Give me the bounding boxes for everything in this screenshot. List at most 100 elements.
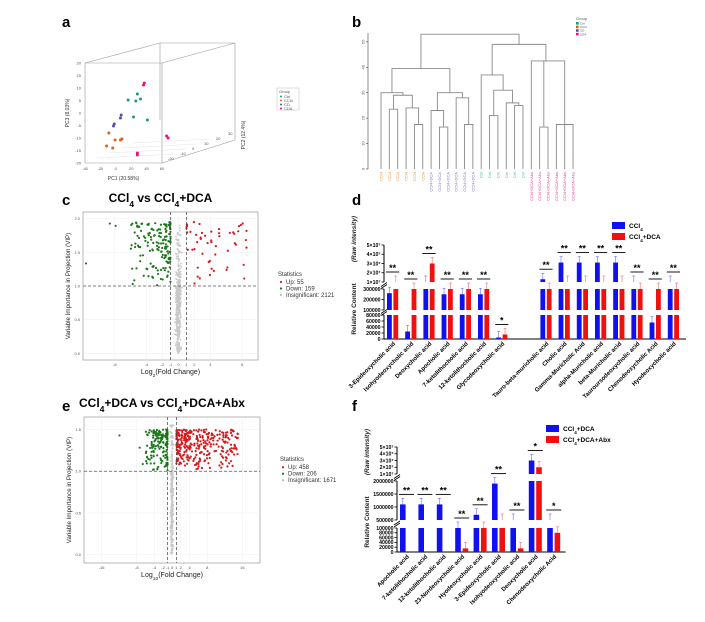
dendro-leaf-label: CCl4 xyxy=(420,171,425,181)
volcano-point-insignificant xyxy=(169,514,172,517)
bar-series1 xyxy=(418,528,424,552)
volcano-x-tick: 16 xyxy=(240,565,245,570)
volcano-point-down xyxy=(139,254,142,257)
volcano-point-up xyxy=(180,441,183,444)
pca-legend-box xyxy=(276,87,300,111)
volcano-legend-label: Down: 159 xyxy=(286,287,315,293)
volcano-point-down xyxy=(149,454,153,457)
volcano-point-down xyxy=(164,456,167,459)
volcano-point-insignificant xyxy=(171,453,173,456)
dendro-leaf-label: CCl4+DCA+Abx xyxy=(554,172,559,201)
volcano-point-down xyxy=(130,223,133,226)
bar-series1 xyxy=(492,528,498,552)
pca-z-label: PC2 (12.4%) xyxy=(241,120,247,149)
volcano-point-insignificant xyxy=(176,243,179,246)
volcano-point-insignificant xyxy=(175,289,178,292)
volcano-point-insignificant xyxy=(178,251,181,254)
volcano-point-up xyxy=(198,433,201,437)
volcano-point-up xyxy=(196,241,199,244)
significance-marker: ** xyxy=(444,270,452,280)
volcano-point-up xyxy=(213,435,216,438)
dendro-y-tick: 20 xyxy=(361,115,366,120)
volcano-point-up xyxy=(217,445,220,448)
bar-series2 xyxy=(601,289,607,310)
volcano-point-up xyxy=(221,462,224,466)
volcano-point-insignificant xyxy=(176,341,179,343)
volcano-y-tick: 1.0 xyxy=(74,284,80,289)
bar-series2 xyxy=(619,315,625,339)
bar-y-tick: 60000 xyxy=(366,319,381,325)
volcano-point-down xyxy=(159,228,162,231)
volcano-point-down xyxy=(154,222,157,225)
volcano-point-insignificant xyxy=(179,302,182,305)
volcano-point-up xyxy=(178,450,181,453)
volcano-point-up xyxy=(212,443,215,446)
bar-series2 xyxy=(393,289,399,310)
volcano-point-up xyxy=(226,436,230,440)
pca-point-ccl4 xyxy=(111,146,115,150)
volcano-point-up xyxy=(185,440,188,443)
volcano-point-insignificant xyxy=(176,255,178,258)
volcano-y-tick: 0.5 xyxy=(75,510,81,515)
volcano-x-tick: -16 xyxy=(99,565,106,570)
volcano-point-insignificant xyxy=(175,296,178,299)
volcano-point-down xyxy=(162,441,165,444)
volcano-title-part: +DCA vs CCl xyxy=(104,396,177,410)
volcano-point-down xyxy=(164,243,167,246)
volcano-point-insignificant xyxy=(177,260,180,263)
volcano-point-down xyxy=(118,434,121,437)
volcano-point-insignificant xyxy=(170,497,173,500)
volcano-point-insignificant xyxy=(179,325,182,328)
pca-y-tick: 20 xyxy=(77,61,82,66)
volcano-point-up xyxy=(208,456,211,460)
volcano-point-down xyxy=(134,245,137,249)
volcano-point-insignificant xyxy=(172,545,174,548)
bar-series1 xyxy=(496,337,501,339)
volcano-x-tick: 2 xyxy=(193,362,196,367)
volcano-point-down xyxy=(169,235,172,238)
volcano-point-up xyxy=(222,456,225,459)
dendro-leaf-label: CCl4 xyxy=(379,171,384,181)
volcano-point-up xyxy=(234,435,237,439)
bar-series2 xyxy=(637,315,643,339)
volcano-point-up xyxy=(228,462,231,465)
volcano-point-insignificant xyxy=(171,538,174,540)
volcano-point-insignificant xyxy=(171,503,174,506)
volcano-point-up xyxy=(205,457,209,460)
volcano-point-insignificant xyxy=(176,305,178,308)
volcano-point-down xyxy=(152,234,156,237)
bar-y-tick: 3×10⁷ xyxy=(367,261,381,267)
volcano-point-up xyxy=(197,460,200,463)
dendro-leaf-label: CCl4+DCA xyxy=(470,172,475,192)
volcano-point-insignificant xyxy=(177,264,180,267)
pca-x-label: PC1 (20.58%) xyxy=(108,176,140,182)
significance-marker: ** xyxy=(633,263,641,273)
significance-marker: ** xyxy=(477,496,485,506)
volcano-point-down xyxy=(161,246,164,250)
volcano-x-label-part: Log xyxy=(141,572,153,579)
volcano-point-up xyxy=(214,449,218,453)
volcano-point-insignificant xyxy=(175,277,178,280)
volcano-point-up xyxy=(219,453,222,456)
volcano-point-up xyxy=(187,431,190,434)
dendro-leaf-label: Ctrl xyxy=(495,172,500,178)
volcano-point-up xyxy=(226,441,229,444)
volcano-point-insignificant xyxy=(178,289,181,292)
bar-series2 xyxy=(466,289,471,310)
dendro-leaf-label: CCl4+DCA xyxy=(462,172,467,192)
volcano-point-insignificant xyxy=(177,308,180,311)
volcano-point-insignificant xyxy=(178,259,180,261)
bar-category-label: Apocholic acid xyxy=(376,554,411,589)
volcano-point-up xyxy=(205,428,208,431)
pca-y-tick: 15 xyxy=(77,73,82,78)
significance-marker: ** xyxy=(425,245,433,255)
volcano-point-up xyxy=(226,465,229,468)
volcano-point-insignificant xyxy=(171,494,174,496)
volcano-point-up xyxy=(189,455,192,458)
volcano-point-insignificant xyxy=(171,424,174,427)
bar-series2 xyxy=(656,289,661,310)
volcano-point-down xyxy=(154,447,157,450)
volcano-point-down xyxy=(160,439,163,442)
bar-series2 xyxy=(536,481,542,520)
